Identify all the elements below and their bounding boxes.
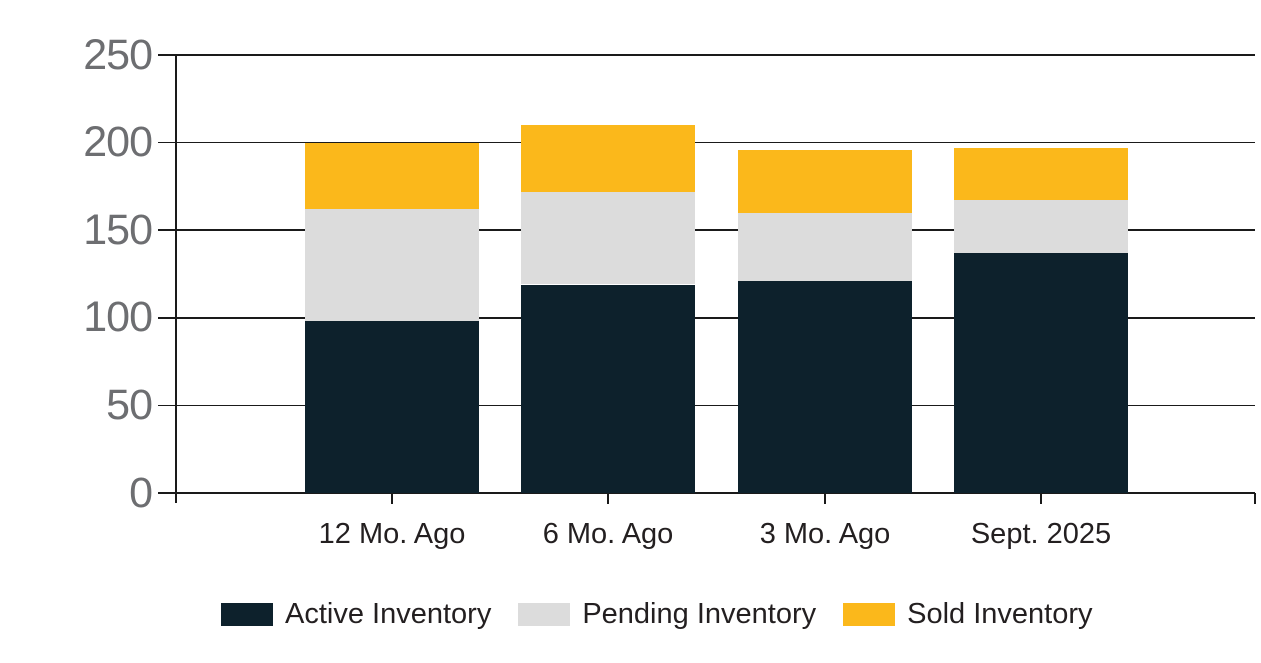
y-gridline [158, 317, 1255, 319]
legend-swatch-icon [518, 603, 571, 627]
x-axis-tick [607, 493, 609, 504]
bar-segment-sold-inventory [738, 149, 912, 213]
bar-segment-active-inventory [738, 281, 912, 493]
x-axis-category-label: 12 Mo. Ago [318, 518, 466, 550]
y-axis-tick-label: 250 [83, 30, 153, 79]
x-axis-category-label: 6 Mo. Ago [542, 518, 674, 550]
x-axis-category-label: 3 Mo. Ago [759, 518, 891, 550]
legend-swatch-icon [843, 603, 896, 627]
y-axis-tick-label: 50 [106, 380, 153, 429]
bar-segment-pending-inventory [954, 200, 1128, 253]
x-axis-tick [824, 493, 826, 504]
legend-swatch-icon [221, 603, 273, 627]
bar-segment-sold-inventory [305, 142, 479, 210]
y-axis-tick-label: 200 [83, 118, 153, 167]
legend-item-pending-inventory: Pending Inventory [518, 598, 817, 631]
bar-segment-pending-inventory [521, 191, 695, 285]
legend-item-sold-inventory: Sold Inventory [843, 598, 1093, 631]
bar-segment-pending-inventory [305, 209, 479, 322]
legend-label: Active Inventory [285, 598, 492, 630]
bar-segment-active-inventory [954, 252, 1128, 493]
x-axis-tick [1040, 493, 1042, 504]
legend-label: Pending Inventory [582, 598, 817, 630]
bar-segment-active-inventory [305, 321, 479, 493]
legend: Active Inventory Pending Inventory Sold In… [221, 598, 1093, 631]
y-axis-tick-label: 0 [129, 468, 153, 517]
y-gridline [158, 54, 1255, 56]
y-axis-tick-label: 150 [83, 205, 153, 254]
legend-item-active-inventory: Active Inventory [221, 598, 492, 631]
bar-segment-sold-inventory [521, 125, 695, 192]
y-axis-line [175, 55, 177, 503]
y-gridline [158, 229, 1255, 231]
bar-segment-active-inventory [521, 284, 695, 493]
x-axis-end-tick [1254, 493, 1256, 504]
y-gridline [158, 404, 1255, 407]
x-axis-category-label: Sept. 2025 [970, 518, 1112, 550]
bar-segment-pending-inventory [738, 212, 912, 281]
y-gridline [158, 141, 1255, 144]
y-gridline [158, 492, 1255, 494]
bar-segment-sold-inventory [954, 147, 1128, 201]
x-axis-tick [391, 493, 393, 504]
y-axis-tick-label: 100 [83, 293, 153, 342]
legend-label: Sold Inventory [907, 598, 1093, 630]
